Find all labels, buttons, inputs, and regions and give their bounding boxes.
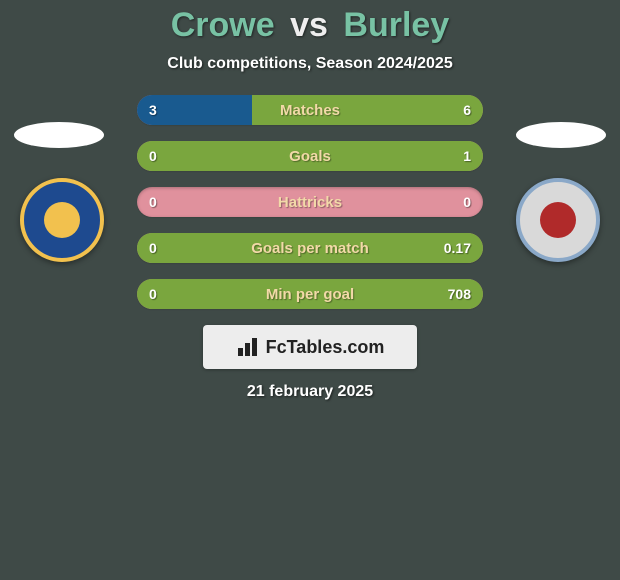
stat-right-value: 6	[463, 95, 471, 125]
team1-crest-inner	[20, 178, 104, 262]
player1-name: Crowe	[171, 6, 275, 44]
team2-crest-center	[540, 202, 576, 238]
team2-crest-inner	[516, 178, 600, 262]
stat-label: Goals per match	[137, 233, 483, 263]
stat-left-value: 0	[149, 279, 157, 309]
barchart-icon	[236, 338, 260, 356]
stat-label: Min per goal	[137, 279, 483, 309]
player2-name: Burley	[343, 6, 449, 44]
stat-left-value: 0	[149, 187, 157, 217]
stat-bars: Matches36Goals01Hattricks00Goals per mat…	[137, 95, 483, 309]
date-label: 21 february 2025	[0, 383, 620, 401]
source-logo: FcTables.com	[203, 325, 417, 369]
subtitle: Club competitions, Season 2024/2025	[0, 55, 620, 73]
team2-crest	[516, 178, 600, 262]
stat-label: Hattricks	[137, 187, 483, 217]
stat-left-value: 0	[149, 141, 157, 171]
stat-left-value: 0	[149, 233, 157, 263]
stat-row: Goals per match0 0.17	[137, 233, 483, 263]
comparison-card: Crowe vs Burley Club competitions, Seaso…	[0, 0, 620, 580]
stat-right-value: 0.17	[444, 233, 471, 263]
source-logo-text: FcTables.com	[266, 337, 385, 358]
player2-avatar-placeholder	[516, 122, 606, 148]
stat-right-value: 708	[448, 279, 471, 309]
stat-label: Matches	[137, 95, 483, 125]
stat-right-value: 1	[463, 141, 471, 171]
team1-crest	[20, 178, 104, 262]
stat-label: Goals	[137, 141, 483, 171]
player1-avatar-placeholder	[14, 122, 104, 148]
team1-crest-center	[44, 202, 80, 238]
stat-row: Min per goal0 708	[137, 279, 483, 309]
page-title: Crowe vs Burley	[0, 6, 620, 45]
stat-row: Goals0 1	[137, 141, 483, 171]
stat-right-value: 0	[463, 187, 471, 217]
vs-label: vs	[290, 6, 328, 44]
stat-row: Hattricks0 0	[137, 187, 483, 217]
stat-left-value: 3	[149, 95, 157, 125]
stat-row: Matches3 6	[137, 95, 483, 125]
